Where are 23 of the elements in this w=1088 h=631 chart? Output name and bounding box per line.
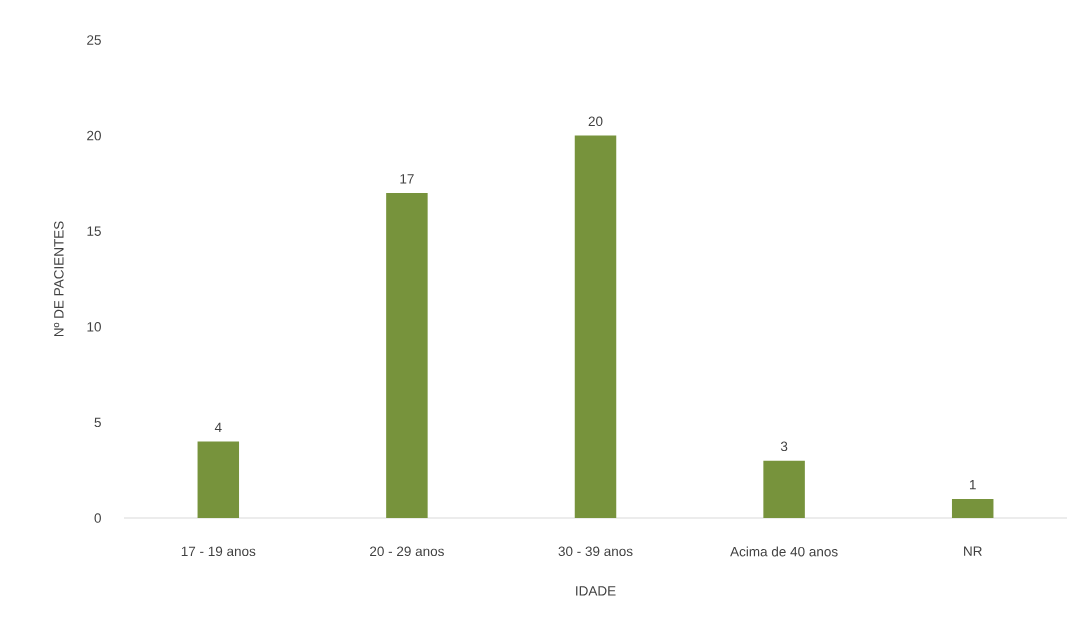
x-tick-label: 20 - 29 anos [370,546,444,557]
bar [574,135,617,518]
x-tick-label: Acima de 40 anos [730,546,838,557]
x-tick-label: 17 - 19 anos [181,546,256,557]
y-tick-label: 20 [87,130,101,141]
data-label: 1 [969,480,976,490]
data-label: 3 [780,441,788,452]
bar [951,498,994,518]
y-tick-label: 10 [87,322,101,332]
data-label: 17 [400,174,414,184]
bar [386,192,428,518]
y-axis-title: Nº DE PACIENTES [54,221,64,337]
y-tick-label: 15 [87,226,101,236]
data-label: 4 [214,422,222,432]
y-tick-label: 5 [94,417,101,428]
y-tick-label: 0 [94,513,101,523]
x-tick-label: 30 - 39 anos [558,546,633,557]
bar [197,441,240,518]
x-tick-label: NR [964,546,982,556]
bar [763,460,805,518]
x-axis-title: IDADE [576,586,616,596]
y-tick-label: 25 [87,35,101,45]
data-label: 20 [588,116,603,127]
